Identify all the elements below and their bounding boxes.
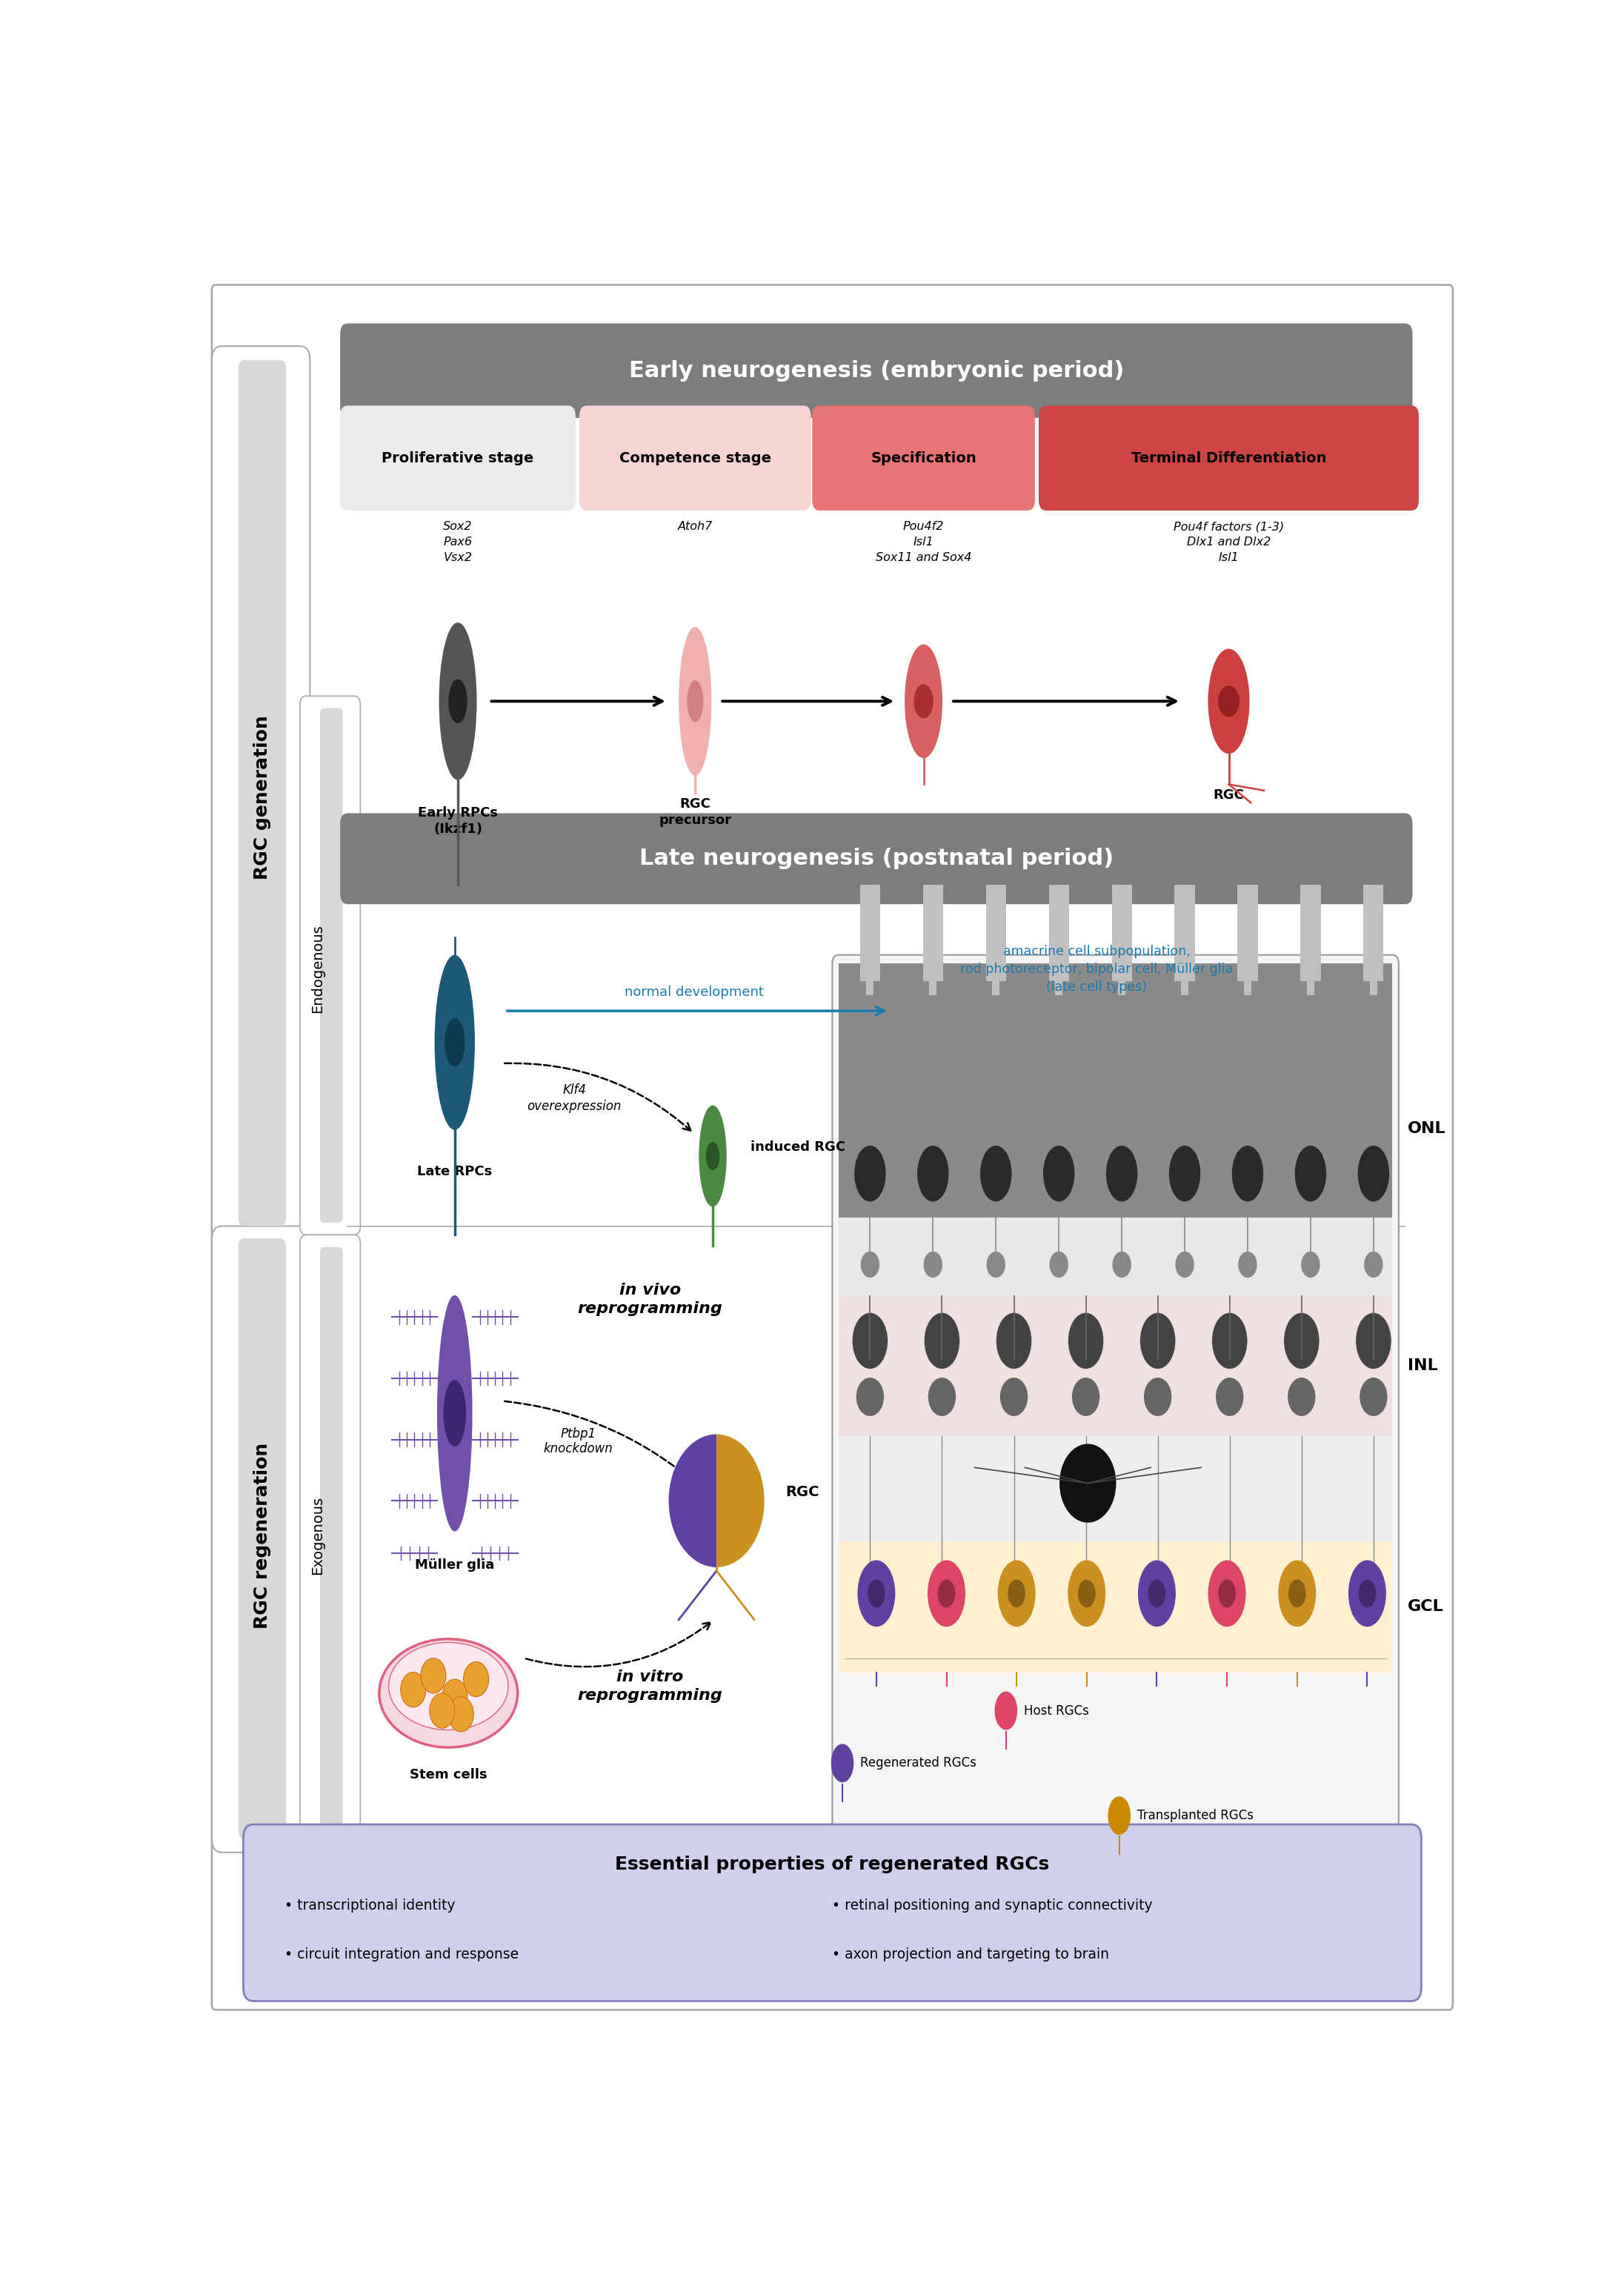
FancyBboxPatch shape <box>833 954 1398 1829</box>
Text: Pou4f factors (1-3)
Dlx1 and Dlx2
Isl1: Pou4f factors (1-3) Dlx1 and Dlx2 Isl1 <box>1174 520 1285 563</box>
Text: normal development: normal development <box>624 986 763 1000</box>
Text: in vitro
reprogramming: in vitro reprogramming <box>577 1670 723 1702</box>
Ellipse shape <box>698 1106 726 1206</box>
Bar <box>929 977 937 995</box>
Ellipse shape <box>986 1252 1005 1277</box>
Ellipse shape <box>687 679 703 722</box>
Text: RGC
precursor: RGC precursor <box>659 797 731 827</box>
Ellipse shape <box>1143 1377 1171 1415</box>
Ellipse shape <box>981 1145 1012 1202</box>
FancyBboxPatch shape <box>320 709 343 1222</box>
Ellipse shape <box>1072 1377 1099 1415</box>
Ellipse shape <box>861 1252 880 1277</box>
Ellipse shape <box>1233 1145 1263 1202</box>
Text: Early neurogenesis (embryonic period): Early neurogenesis (embryonic period) <box>628 359 1124 382</box>
Ellipse shape <box>463 1661 489 1697</box>
Ellipse shape <box>1108 1797 1130 1836</box>
Ellipse shape <box>438 623 477 779</box>
Text: Early RPCs
(Ikzf1): Early RPCs (Ikzf1) <box>417 807 499 836</box>
Ellipse shape <box>1288 1579 1306 1609</box>
Ellipse shape <box>1364 1252 1384 1277</box>
FancyBboxPatch shape <box>211 345 310 1241</box>
Ellipse shape <box>1106 1145 1137 1202</box>
Ellipse shape <box>914 684 934 718</box>
Bar <box>1112 884 1132 982</box>
Bar <box>992 977 1000 995</box>
FancyBboxPatch shape <box>211 1227 310 1852</box>
Ellipse shape <box>1208 1561 1246 1627</box>
Bar <box>1301 884 1320 982</box>
Text: Terminal Differentiation: Terminal Differentiation <box>1132 452 1327 466</box>
FancyBboxPatch shape <box>580 407 810 511</box>
Bar <box>1181 977 1189 995</box>
Bar <box>1237 884 1257 982</box>
Bar <box>861 884 880 982</box>
FancyBboxPatch shape <box>239 1238 286 1838</box>
Text: Endogenous: Endogenous <box>310 925 325 1013</box>
Bar <box>1364 884 1384 982</box>
Text: RGC generation: RGC generation <box>253 716 271 879</box>
Ellipse shape <box>924 1313 960 1368</box>
Ellipse shape <box>929 1377 957 1415</box>
Ellipse shape <box>927 1561 965 1627</box>
Bar <box>1244 977 1252 995</box>
Ellipse shape <box>1218 1579 1236 1609</box>
Text: Müller glia: Müller glia <box>416 1559 494 1572</box>
Ellipse shape <box>435 954 474 1129</box>
Ellipse shape <box>1169 1145 1200 1202</box>
Bar <box>986 884 1005 982</box>
Ellipse shape <box>1358 1145 1389 1202</box>
FancyBboxPatch shape <box>244 1824 1421 2002</box>
Ellipse shape <box>401 1672 425 1706</box>
Text: Proliferative stage: Proliferative stage <box>382 452 534 466</box>
FancyBboxPatch shape <box>339 323 1413 418</box>
Ellipse shape <box>937 1579 955 1609</box>
Text: Competence stage: Competence stage <box>619 452 771 466</box>
Ellipse shape <box>421 1659 447 1693</box>
Wedge shape <box>716 1434 765 1568</box>
Ellipse shape <box>679 627 711 775</box>
FancyBboxPatch shape <box>339 813 1413 904</box>
Text: Essential properties of regenerated RGCs: Essential properties of regenerated RGCs <box>615 1856 1049 1874</box>
Ellipse shape <box>853 1313 888 1368</box>
Ellipse shape <box>1301 1252 1320 1277</box>
Ellipse shape <box>1176 1252 1194 1277</box>
Ellipse shape <box>918 1145 948 1202</box>
Ellipse shape <box>1237 1252 1257 1277</box>
Text: induced RGC: induced RGC <box>750 1141 846 1154</box>
Ellipse shape <box>1288 1377 1315 1415</box>
Ellipse shape <box>1285 1313 1319 1368</box>
Ellipse shape <box>388 1643 508 1729</box>
Ellipse shape <box>1000 1377 1028 1415</box>
Bar <box>838 1436 1392 1540</box>
FancyBboxPatch shape <box>812 407 1034 511</box>
FancyBboxPatch shape <box>239 361 286 1227</box>
Ellipse shape <box>1049 1252 1069 1277</box>
Ellipse shape <box>445 1018 464 1068</box>
FancyBboxPatch shape <box>320 1247 343 1827</box>
FancyBboxPatch shape <box>1039 407 1419 511</box>
Text: Exogenous: Exogenous <box>310 1497 325 1574</box>
Text: Sox2
Pax6
Vsx2: Sox2 Pax6 Vsx2 <box>443 520 473 563</box>
Ellipse shape <box>994 1690 1017 1729</box>
Text: Late RPCs: Late RPCs <box>417 1166 492 1179</box>
Ellipse shape <box>1009 1579 1025 1609</box>
Bar <box>1056 977 1062 995</box>
Ellipse shape <box>1218 686 1239 718</box>
FancyBboxPatch shape <box>300 1236 361 1838</box>
Ellipse shape <box>380 1638 518 1747</box>
Bar <box>838 1295 1392 1436</box>
Text: • retinal positioning and synaptic connectivity: • retinal positioning and synaptic conne… <box>833 1899 1153 1913</box>
Bar <box>922 884 944 982</box>
Ellipse shape <box>1278 1561 1315 1627</box>
Text: Host RGCs: Host RGCs <box>1023 1704 1088 1718</box>
Ellipse shape <box>997 1561 1036 1627</box>
Ellipse shape <box>905 645 942 759</box>
Text: Transplanted RGCs: Transplanted RGCs <box>1137 1809 1254 1822</box>
Bar <box>838 1540 1392 1672</box>
Text: Regenerated RGCs: Regenerated RGCs <box>861 1756 976 1770</box>
Ellipse shape <box>1208 650 1249 754</box>
Text: • transcriptional identity: • transcriptional identity <box>284 1899 456 1913</box>
FancyBboxPatch shape <box>300 695 361 1236</box>
Ellipse shape <box>706 1143 719 1170</box>
